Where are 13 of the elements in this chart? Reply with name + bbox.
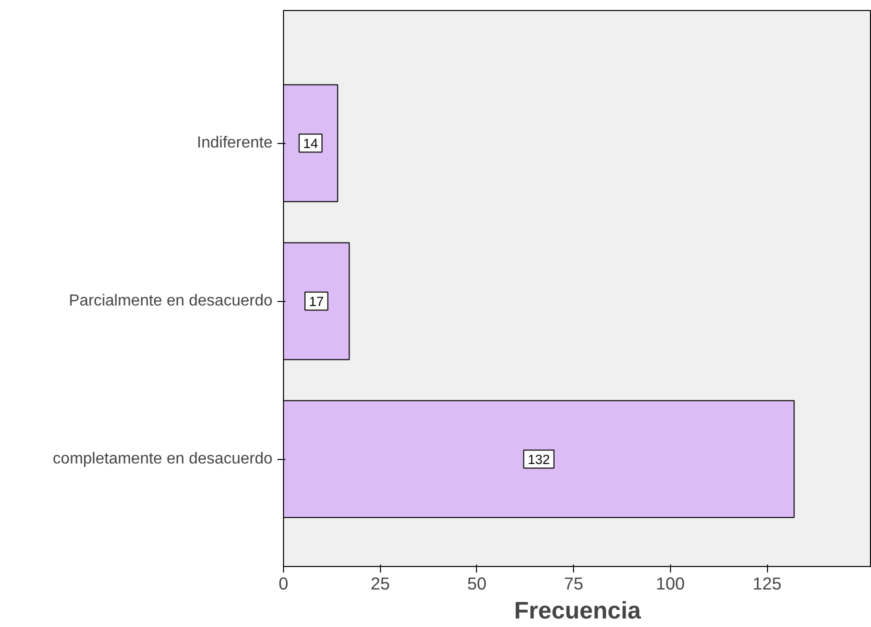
data-label: 17	[308, 294, 324, 310]
data-label: 14	[303, 136, 319, 152]
data-label: 132	[528, 452, 550, 468]
y-tick-label: Parcialmente en desacuerdo	[68, 292, 273, 310]
y-tick-label: completamente en desacuerdo	[52, 450, 273, 468]
x-tick-label: 25	[370, 574, 390, 594]
x-tick-label: 125	[752, 574, 782, 594]
x-tick-label: 100	[656, 574, 685, 594]
x-tick-label: 75	[564, 574, 584, 594]
y-tick-label: Indiferente	[196, 134, 273, 152]
x-tick-label: 0	[278, 574, 288, 594]
x-tick-label: 50	[467, 574, 487, 594]
x-axis-title: Frecuencia	[514, 598, 642, 624]
